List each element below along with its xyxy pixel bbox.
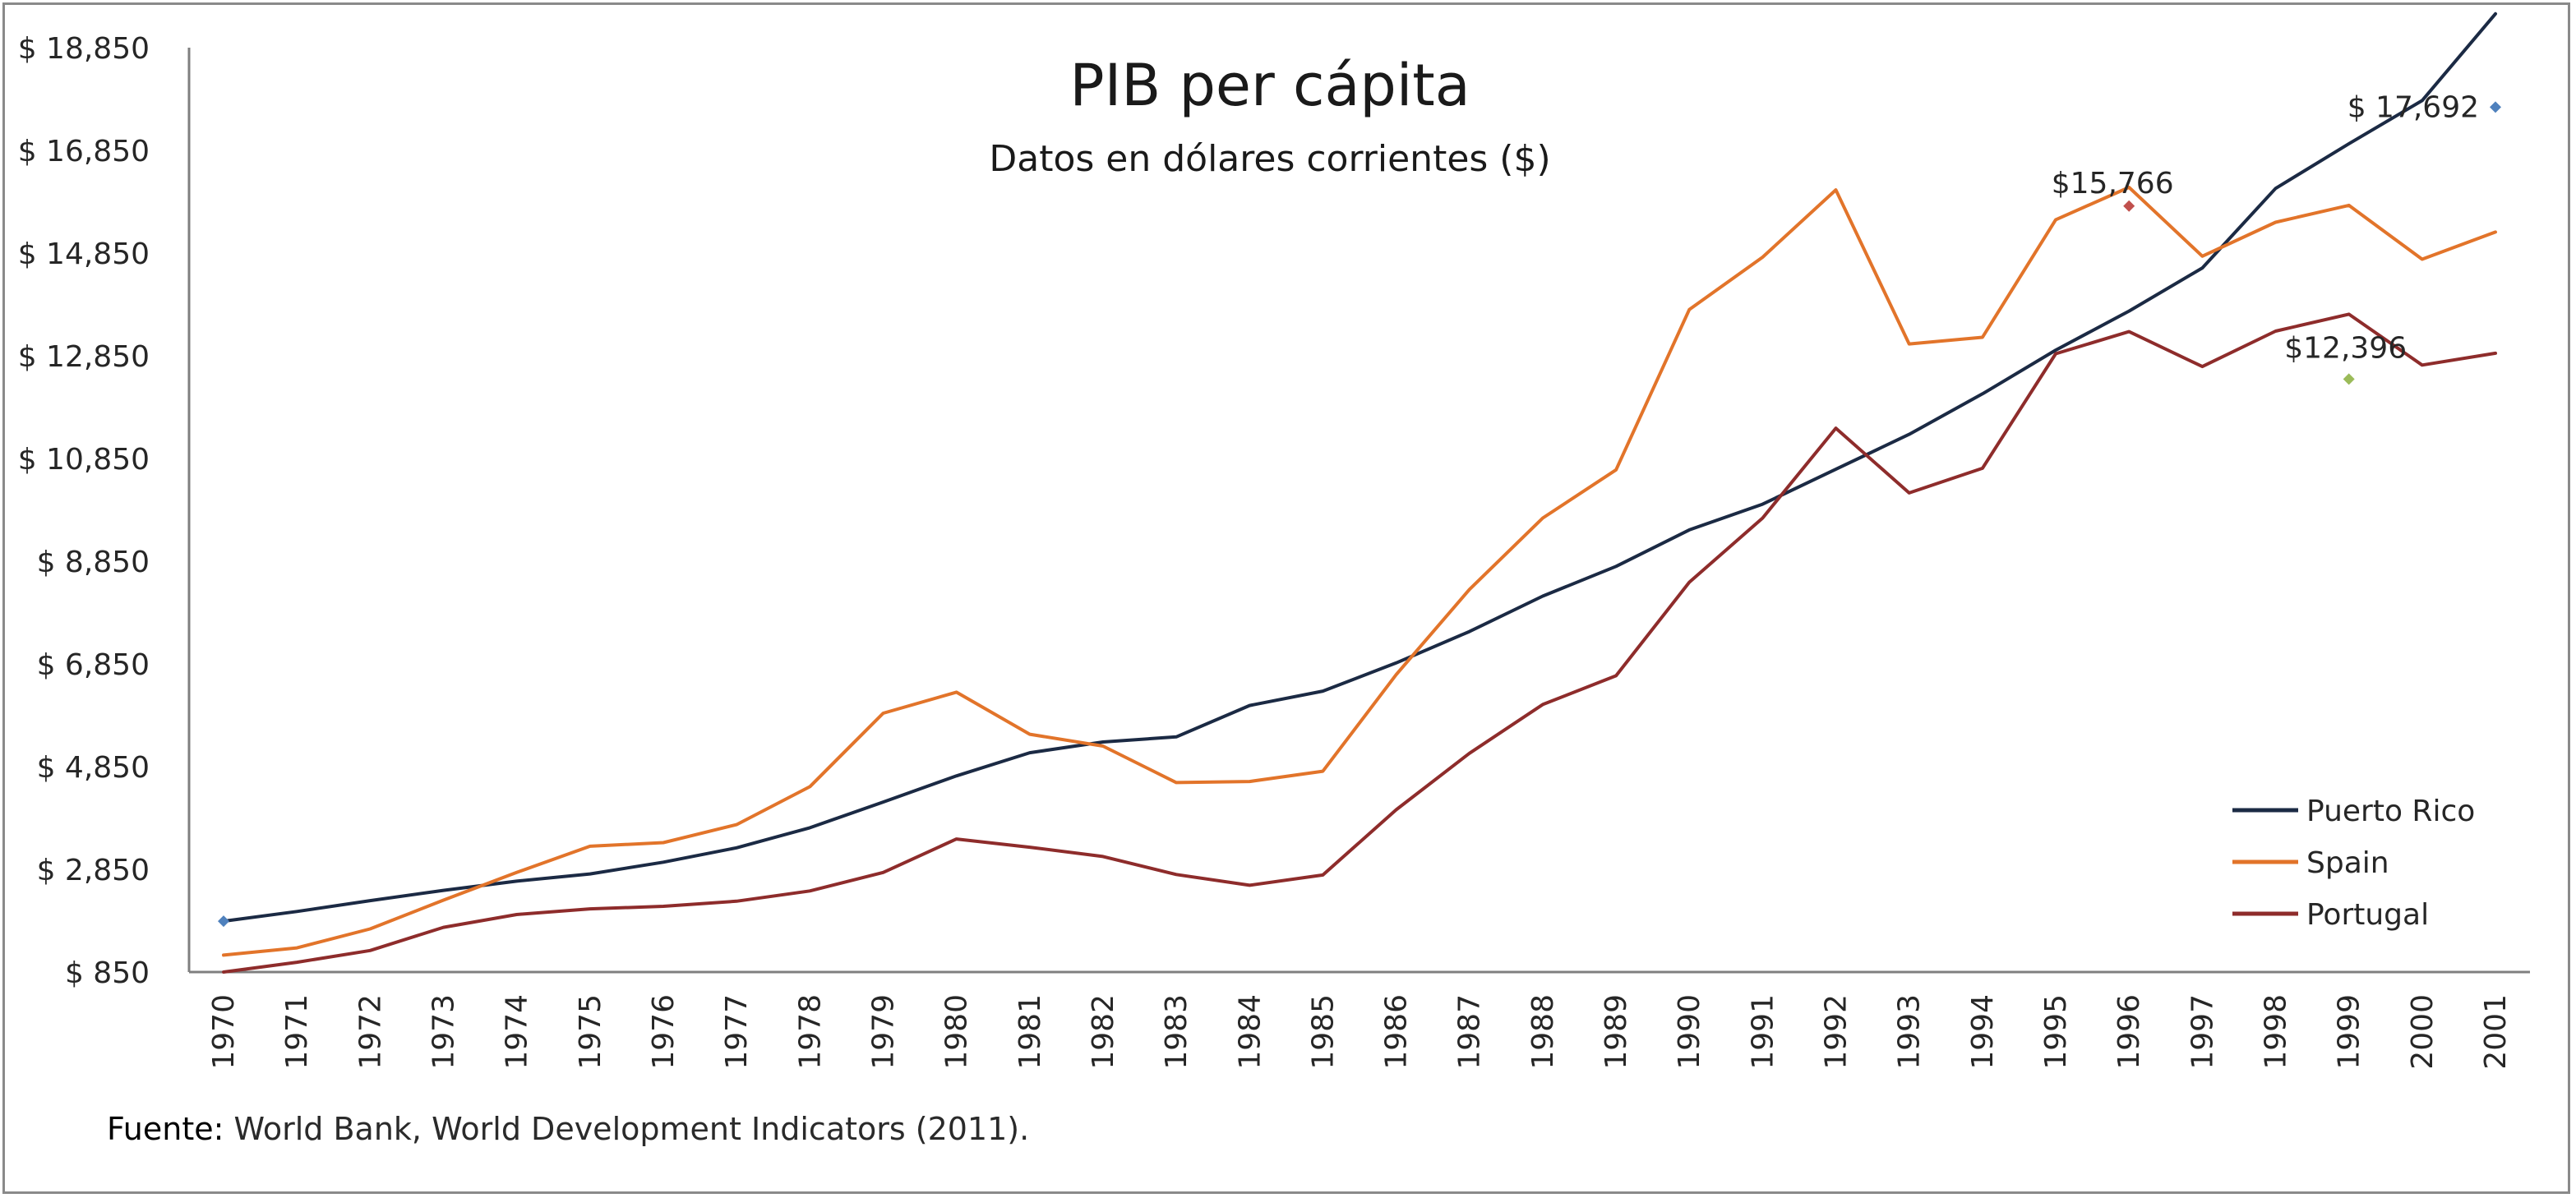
annotation-marker [2343, 373, 2355, 385]
x-tick-label: 1980 [940, 994, 974, 1070]
footnote-text: World Bank, World Development Indicators… [224, 1111, 1030, 1147]
x-tick-label: 1994 [1966, 994, 2000, 1070]
x-tick-label: 1984 [1233, 994, 1267, 1070]
x-tick-label: 1976 [647, 994, 681, 1070]
x-tick-label: 1989 [1600, 994, 1633, 1070]
x-tick-label: 1981 [1013, 994, 1047, 1070]
chart-title: PIB per cápita [1069, 52, 1470, 119]
series-line-spain [222, 186, 2497, 957]
series-line-puerto-rico [222, 12, 2497, 924]
x-tick-label: 1983 [1160, 994, 1193, 1070]
x-tick-label: 1991 [1746, 994, 1780, 1070]
y-tick-label: $ 18,850 [18, 32, 150, 66]
x-tick-label: 1987 [1453, 994, 1487, 1070]
x-tick-label: 1973 [427, 994, 460, 1070]
annotation-marker [2123, 200, 2135, 212]
x-tick-label: 1996 [2112, 994, 2146, 1070]
x-tick-label: 1999 [2333, 994, 2366, 1070]
x-tick-label: 2000 [2406, 994, 2440, 1070]
source-footnote: Fuente: World Bank, World Development In… [107, 1111, 1029, 1147]
series-lines [222, 12, 2497, 974]
x-tick-label: 1985 [1306, 994, 1340, 1070]
x-tick-label: 1982 [1087, 994, 1120, 1070]
x-tick-label: 1998 [2260, 994, 2293, 1070]
x-tick-label: 1971 [280, 994, 314, 1070]
axes [187, 48, 2530, 974]
footnote-label: Fuente: [107, 1111, 224, 1147]
x-tick-label: 1995 [2039, 994, 2073, 1070]
y-tick-label: $ 10,850 [18, 443, 150, 477]
y-tick-label: $ 16,850 [18, 135, 150, 168]
y-tick-labels: $ 850 $ 2,850 $ 4,850 $ 6,850 $ 8,850 $ 10,85… [18, 32, 150, 990]
x-tick-label: 1979 [866, 994, 900, 1070]
x-tick-label: 1974 [501, 994, 534, 1070]
data-label: $15,766 [2052, 167, 2174, 200]
y-tick-label: $ 14,850 [18, 237, 150, 271]
y-tick-label: $ 12,850 [18, 340, 150, 374]
legend-label: Portugal [2306, 898, 2429, 932]
series-line-portugal [222, 312, 2497, 974]
x-tick-label: 1977 [720, 994, 754, 1070]
x-tick-label: 1997 [2186, 994, 2219, 1070]
x-tick-label: 2001 [2479, 994, 2513, 1070]
x-tick-label: 1988 [1526, 994, 1560, 1070]
y-tick-label: $ 850 [65, 956, 150, 990]
y-tick-label: $ 8,850 [37, 546, 150, 579]
annotation-marker [2490, 101, 2501, 113]
legend: Puerto Rico Spain Portugal [2232, 795, 2475, 932]
x-tick-label: 1992 [1820, 994, 1854, 1070]
y-tick-label: $ 2,850 [37, 854, 150, 887]
x-tick-label: 1986 [1380, 994, 1414, 1070]
data-label: $12,396 [2284, 331, 2407, 365]
annotations: $ 17,692 $15,766 $12,396 [218, 90, 2501, 928]
chart-subtitle: Datos en dólares corrientes ($) [989, 138, 1550, 180]
x-tick-label: 1972 [353, 994, 387, 1070]
x-tick-label: 1990 [1673, 994, 1706, 1070]
y-tick-label: $ 4,850 [37, 751, 150, 785]
y-tick-label: $ 6,850 [37, 648, 150, 682]
data-label: $ 17,692 [2347, 90, 2479, 124]
x-tick-labels: 1970 1971 1972 1973 1974 1975 1976 1977 1978 1979… [207, 994, 2513, 1070]
legend-label: Spain [2306, 846, 2389, 880]
start-point-marker [218, 915, 229, 928]
x-tick-label: 1978 [793, 994, 827, 1070]
x-tick-label: 1970 [207, 994, 241, 1070]
legend-label: Puerto Rico [2306, 795, 2475, 828]
x-tick-label: 1993 [1893, 994, 1927, 1070]
x-tick-label: 1975 [574, 994, 607, 1070]
